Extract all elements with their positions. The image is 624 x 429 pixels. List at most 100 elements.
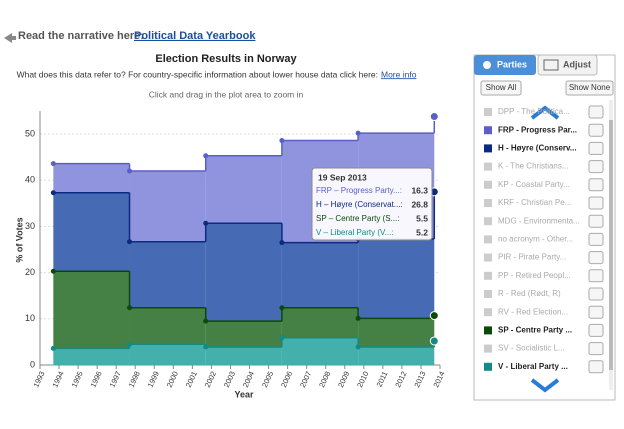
button[interactable] <box>565 80 614 96</box>
x-tick-label: 2000 <box>165 370 180 389</box>
party-label[interactable]: no acronym - Other... <box>498 235 573 244</box>
party-label[interactable]: H - Høyre (Conserv... <box>498 144 577 153</box>
button[interactable] <box>480 80 522 96</box>
point <box>429 112 439 122</box>
party-options[interactable] <box>588 251 604 265</box>
area-step <box>281 307 359 338</box>
x-tick-label: 1999 <box>146 370 161 389</box>
y-tick-label: 30 <box>25 221 35 231</box>
party-swatch[interactable] <box>484 326 492 335</box>
point <box>203 318 209 324</box>
point <box>127 168 133 174</box>
x-tick-label: 2008 <box>317 370 332 389</box>
x-tick-label: 1997 <box>108 370 123 389</box>
area-step <box>53 348 130 365</box>
tab-label[interactable]: Adjust <box>563 59 591 69</box>
party-label[interactable]: KP - Coastal Party... <box>498 180 570 189</box>
party-swatch[interactable] <box>484 253 492 262</box>
y-tick-label: 20 <box>25 267 35 277</box>
party-label[interactable]: K - The Christians... <box>498 162 569 171</box>
party-swatch[interactable] <box>484 217 492 226</box>
x-tick-label: 1994 <box>50 370 65 389</box>
party-label[interactable]: PIR - Pirate Party... <box>498 253 566 262</box>
y-tick-label: 10 <box>25 313 35 323</box>
party-label[interactable]: SP - Centre Party ... <box>498 326 572 335</box>
point <box>429 311 439 321</box>
party-options[interactable] <box>588 342 604 356</box>
party-options[interactable] <box>588 232 604 246</box>
party-swatch[interactable] <box>484 144 492 153</box>
party-options[interactable] <box>588 123 604 137</box>
party-options[interactable] <box>588 178 604 192</box>
party-options[interactable] <box>588 305 604 319</box>
party-options[interactable] <box>588 269 604 283</box>
x-tick-label: 1996 <box>89 370 104 389</box>
party-label[interactable]: KRF - Christian Pe... <box>498 198 571 207</box>
party-options[interactable] <box>588 287 604 301</box>
button-label[interactable]: Show None <box>569 83 611 92</box>
area-step <box>129 241 206 308</box>
point <box>50 268 56 274</box>
party-swatch[interactable] <box>484 362 492 371</box>
party-swatch[interactable] <box>484 199 492 207</box>
x-tick-label: 1998 <box>127 370 142 389</box>
y-axis-label: % of Votes <box>14 217 24 262</box>
area-step <box>53 192 130 272</box>
party-swatch[interactable] <box>484 308 492 317</box>
point <box>279 305 285 311</box>
party-swatch[interactable] <box>484 108 492 116</box>
party-label[interactable]: V - Liberal Party ... <box>498 362 568 371</box>
x-tick-label: 2014 <box>431 370 446 389</box>
x-tick-label: 2002 <box>203 370 218 389</box>
tooltip-value: 16.3 <box>411 185 428 195</box>
party-label[interactable]: PP - Retired Peopl... <box>498 271 571 280</box>
party-swatch[interactable] <box>484 180 492 189</box>
scroll-up[interactable] <box>530 105 560 120</box>
party-swatch[interactable] <box>484 271 492 280</box>
party-options[interactable] <box>588 360 604 374</box>
party-swatch[interactable] <box>484 162 492 171</box>
party-swatch[interactable] <box>484 235 492 244</box>
scroll-thumb <box>609 120 613 370</box>
area-step <box>205 321 282 347</box>
party-label[interactable]: RV - Red Election... <box>498 307 568 316</box>
party-options[interactable] <box>588 141 604 155</box>
point <box>203 344 209 350</box>
x-tick-label: 1993 <box>31 370 46 389</box>
area-step <box>205 346 282 365</box>
y-tick-label: 40 <box>25 175 35 185</box>
scroll-down[interactable] <box>530 378 560 393</box>
party-swatch[interactable] <box>484 290 492 298</box>
narrative-link[interactable]: Political Data Yearbook <box>134 30 256 42</box>
x-tick-label: 2011 <box>374 370 389 388</box>
party-swatch[interactable] <box>484 126 492 135</box>
party-options[interactable] <box>588 160 604 174</box>
party-label[interactable]: DPP - The Politica... <box>498 107 570 116</box>
party-label[interactable]: FRP - Progress Par... <box>498 125 577 134</box>
party-swatch[interactable] <box>484 344 492 353</box>
button-label[interactable]: Show All <box>486 83 517 92</box>
more-info-link[interactable]: More info <box>381 69 417 79</box>
party-options[interactable] <box>588 105 604 119</box>
tooltip-label: FRP – Progress Party...: <box>316 186 402 195</box>
party-options[interactable] <box>588 214 604 228</box>
point <box>127 341 133 347</box>
x-tick-label: 2009 <box>336 370 351 389</box>
party-options[interactable] <box>588 196 604 210</box>
point <box>355 344 361 350</box>
x-tick-label: 2010 <box>355 370 370 389</box>
tab-icon <box>543 59 559 71</box>
tooltip-date: 19 Sep 2013 <box>318 172 367 182</box>
tooltip-value: 5.5 <box>416 213 428 223</box>
tab-label[interactable]: Parties <box>497 59 527 69</box>
point <box>127 305 133 311</box>
tab-active[interactable] <box>474 55 536 75</box>
party-label[interactable]: SV - Socialistic L... <box>498 344 565 353</box>
area-step <box>129 171 206 242</box>
party-options[interactable] <box>588 323 604 337</box>
zoom-hint: Click and drag in the plot area to zoom … <box>149 89 304 99</box>
area-step <box>53 163 130 193</box>
party-label[interactable]: R - Red (Rødt, R) <box>498 289 561 298</box>
party-label[interactable]: MDG - Environmenta... <box>498 216 580 225</box>
area-step <box>129 307 206 345</box>
